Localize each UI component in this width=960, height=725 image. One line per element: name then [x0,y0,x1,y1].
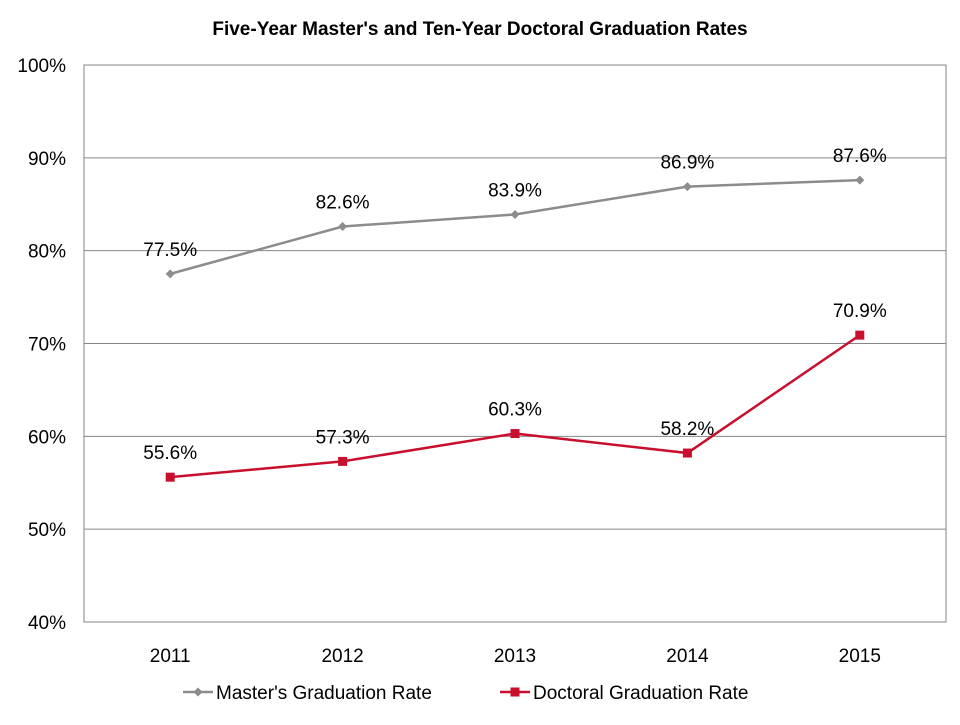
data-label: 87.6% [833,146,887,167]
data-point [855,330,865,340]
x-tick-label: 2012 [321,646,363,667]
legend-marker [193,687,203,697]
y-tick-label: 60% [28,427,66,448]
data-point [338,456,348,466]
x-tick-label: 2011 [150,646,191,667]
data-label: 77.5% [143,240,197,261]
y-tick-label: 70% [28,335,66,356]
legend-label: Doctoral Graduation Rate [533,683,748,704]
y-tick-label: 80% [28,242,66,263]
data-label: 70.9% [833,301,887,322]
data-point [338,222,348,232]
plot-area [83,64,947,623]
data-point [165,472,175,482]
legend-marker [510,687,520,697]
y-tick-label: 50% [28,520,66,541]
data-label: 55.6% [143,443,197,464]
chart-title: Five-Year Master's and Ten-Year Doctoral… [212,19,747,40]
x-tick-label: 2015 [839,646,881,667]
data-point [855,175,865,185]
data-label: 86.9% [660,153,714,174]
data-label: 58.2% [660,419,714,440]
x-tick-label: 2014 [666,646,709,667]
data-label: 82.6% [316,193,370,214]
data-label: 83.9% [488,180,542,201]
legend-label: Master's Graduation Rate [216,683,432,704]
data-point [165,269,175,279]
y-tick-label: 90% [28,149,66,170]
data-point [510,429,520,439]
data-point [682,182,692,192]
y-tick-label: 100% [17,56,66,77]
data-label: 57.3% [316,427,370,448]
x-tick-label: 2013 [494,646,536,667]
data-point [682,448,692,458]
data-point [510,209,520,219]
data-label: 60.3% [488,400,542,421]
y-tick-label: 40% [28,613,66,634]
